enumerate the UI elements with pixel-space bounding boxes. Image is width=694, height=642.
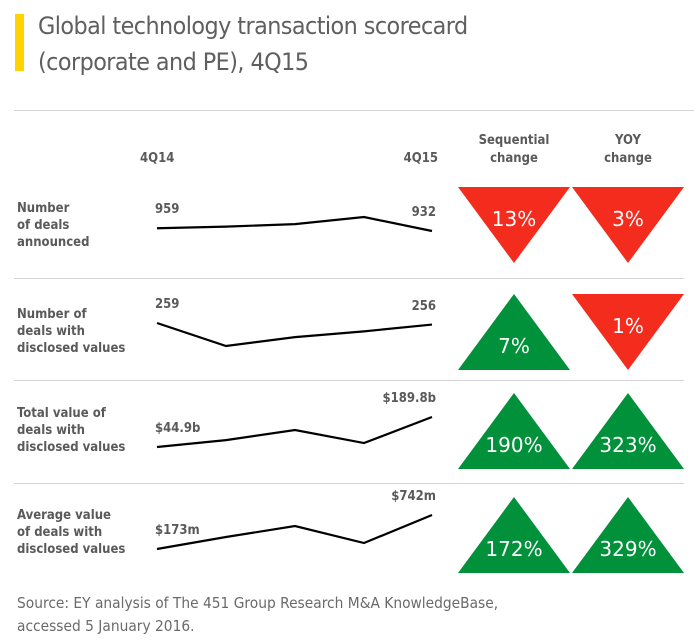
row-divider: [14, 380, 684, 381]
header-sequential-change: Sequential change: [458, 132, 570, 168]
sparkline-3: [156, 415, 433, 449]
source-note: Source: EY analysis of The 451 Group Res…: [17, 592, 498, 638]
sparkline-4: [156, 513, 433, 551]
divider: [14, 110, 694, 111]
source-line-1: Source: EY analysis of The 451 Group Res…: [17, 594, 499, 612]
yoy-change-down-triangle: 1%: [572, 294, 684, 370]
start-value-label: $173m: [155, 523, 200, 538]
end-value-label: 932: [411, 205, 436, 220]
yoy-change-up-triangle: 323%: [572, 393, 684, 469]
sequential-change-up-triangle: 172%: [458, 497, 570, 573]
accent-bar: [15, 14, 24, 71]
start-value-label: $44.9b: [155, 421, 201, 436]
header-text: change: [490, 151, 538, 166]
yoy-change-value: 323%: [599, 433, 657, 457]
row-label-line: Number: [17, 201, 70, 216]
header-text: YOY: [615, 133, 641, 148]
up-triangle-icon: [458, 393, 570, 469]
sequential-change-value: 7%: [498, 334, 530, 358]
title-line-1: Global technology transaction scorecard: [38, 12, 468, 40]
sequential-change-up-triangle: 7%: [458, 294, 570, 370]
yoy-change-value: 3%: [612, 207, 644, 231]
sequential-change-value: 190%: [485, 433, 543, 457]
up-triangle-icon: [572, 393, 684, 469]
row-divider: [14, 278, 684, 279]
row-label-line: deals with: [17, 423, 85, 438]
down-triangle-icon: [572, 294, 684, 370]
row-label-line: disclosed values: [17, 542, 126, 557]
start-value-label: 259: [155, 297, 180, 312]
row-label-line: of deals: [17, 218, 70, 233]
title-line-2: (corporate and PE), 4Q15: [38, 48, 309, 76]
sequential-change-up-triangle: 190%: [458, 393, 570, 469]
row-label-line: of deals with: [17, 525, 103, 540]
up-triangle-icon: [572, 497, 684, 573]
row-label-line: Number of: [17, 307, 87, 322]
row-label: Number of deals announced: [17, 200, 89, 251]
yoy-change-up-triangle: 329%: [572, 497, 684, 573]
sequential-change-down-triangle: 13%: [458, 187, 570, 263]
end-value-label: 256: [411, 298, 436, 314]
sparkline-2: [156, 321, 433, 348]
header-4q14: 4Q14: [140, 151, 175, 166]
row-label-line: Average value: [17, 508, 111, 523]
chart-title: Global technology transaction scorecard …: [38, 8, 468, 80]
header-text: Sequential: [478, 133, 550, 148]
source-line-2: accessed 5 January 2016.: [17, 617, 195, 635]
yoy-change-down-triangle: 3%: [572, 187, 684, 263]
start-value-label: 959: [155, 202, 180, 218]
down-triangle-icon: [572, 187, 684, 263]
row-label-line: announced: [17, 235, 90, 250]
row-label: Total value of deals with disclosed values: [17, 405, 125, 456]
row-label-line: Total value of: [17, 406, 106, 421]
header-text: change: [604, 151, 652, 166]
yoy-change-value: 1%: [612, 314, 644, 338]
row-label-line: disclosed values: [17, 341, 126, 356]
end-value-label: $189.8b: [382, 391, 436, 406]
sparkline-1: [156, 215, 433, 233]
row-label: Number of deals with disclosed values: [17, 306, 125, 357]
up-triangle-icon: [458, 294, 570, 370]
end-value-label: $742m: [391, 489, 436, 504]
sequential-change-value: 13%: [491, 207, 537, 231]
down-triangle-icon: [458, 187, 570, 263]
row-label-line: deals with: [17, 324, 85, 339]
row-label: Average value of deals with disclosed valu…: [17, 507, 125, 558]
up-triangle-icon: [458, 497, 570, 573]
yoy-change-value: 329%: [599, 537, 657, 561]
header-yoy-change: YOY change: [572, 132, 684, 168]
sequential-change-value: 172%: [485, 537, 543, 561]
row-label-line: disclosed values: [17, 440, 126, 455]
row-divider: [14, 483, 684, 484]
header-4q15: 4Q15: [403, 151, 438, 166]
